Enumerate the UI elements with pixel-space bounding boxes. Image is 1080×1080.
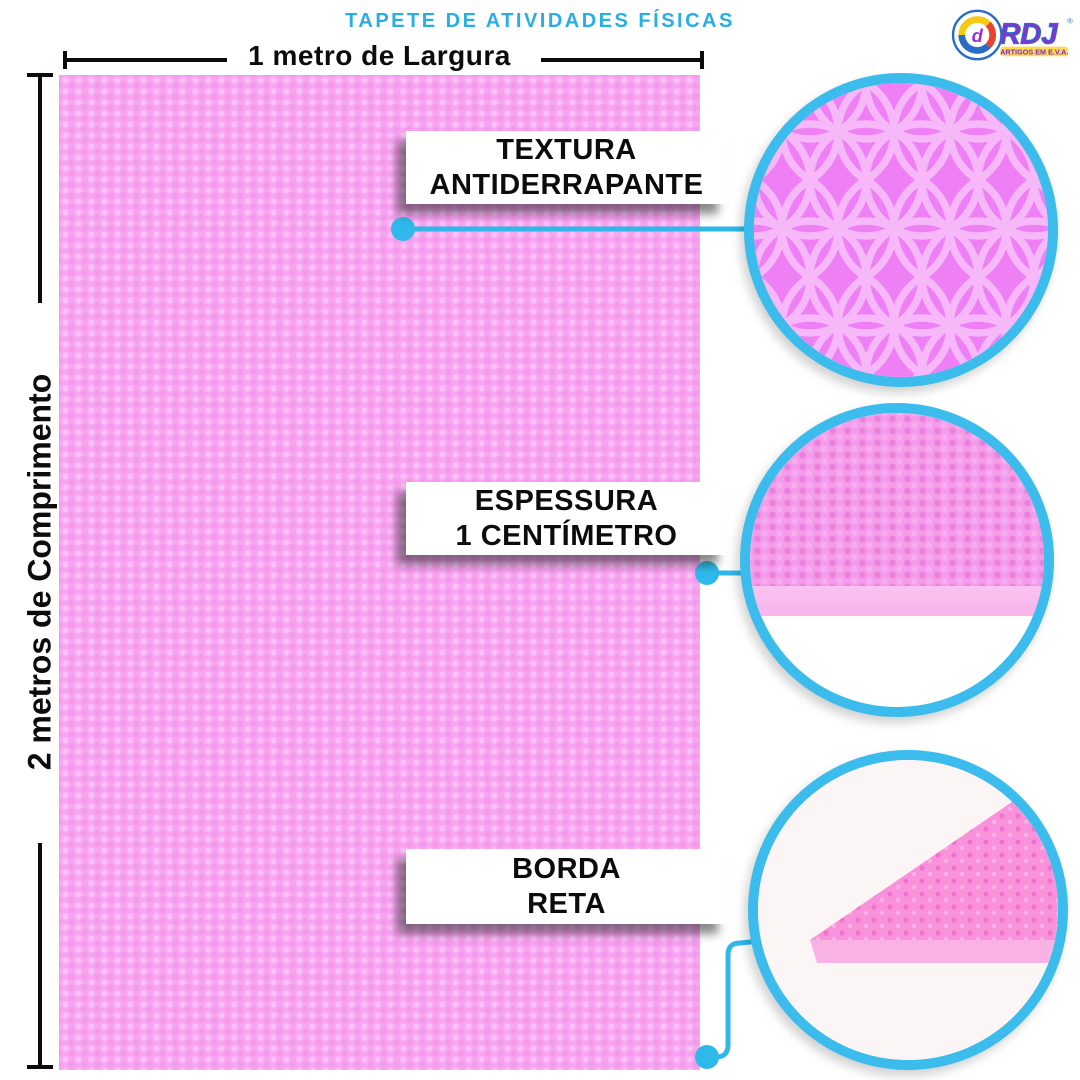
- logo-tagline: ARTIGOS EM E.V.A.: [1000, 47, 1068, 56]
- length-dimension-line-top: [38, 73, 42, 303]
- thickness-mat-top-surface: [750, 413, 1044, 587]
- logo-monogram: d: [972, 25, 984, 46]
- rdj-logo: d RDJ ® ARTIGOS EM E.V.A.: [950, 6, 1076, 64]
- callout-espessura-line1: ESPESSURA: [474, 484, 659, 517]
- callout-espessura-line2: 1 CENTÍMETRO: [455, 519, 678, 552]
- callout-textura-antiderrapante: TEXTURA ANTIDERRAPANTE: [406, 131, 727, 204]
- texture-pattern-graphic: [754, 83, 1048, 377]
- rdj-logo-icon: d RDJ ® ARTIGOS EM E.V.A.: [951, 9, 1073, 61]
- width-dimension-line-right: [541, 58, 703, 62]
- width-dimension-label: 1 metro de Largura: [248, 40, 511, 71]
- detail-circle-texture: [744, 73, 1058, 387]
- width-dimension-tick-right: [700, 51, 704, 69]
- length-dimension-tick-bottom: [27, 1065, 53, 1069]
- callout-textura-line2: ANTIDERRAPANTE: [429, 168, 704, 201]
- callout-espessura-1cm: ESPESSURA 1 CENTÍMETRO: [406, 482, 727, 555]
- length-dimension-label: 2 metros de Comprimento: [21, 373, 58, 771]
- callout-borda-line1: BORDA: [512, 852, 621, 885]
- detail-circle-thickness: [740, 403, 1054, 717]
- page-title: TAPETE DE ATIVIDADES FÍSICAS: [345, 10, 735, 32]
- length-dimension-line-bottom: [38, 843, 42, 1068]
- detail-circle-straight-edge: [748, 750, 1068, 1070]
- logo-brand-text: RDJ: [999, 19, 1058, 51]
- straight-edge-graphic: [758, 760, 1058, 1060]
- callout-borda-line2: RETA: [527, 887, 606, 920]
- callout-borda-reta: BORDA RETA: [406, 849, 727, 924]
- width-dimension-line-left: [63, 58, 227, 62]
- thickness-mat-side-edge: [750, 586, 1044, 616]
- callout-textura-line1: TEXTURA: [496, 133, 637, 166]
- logo-registered-mark: ®: [1067, 16, 1073, 25]
